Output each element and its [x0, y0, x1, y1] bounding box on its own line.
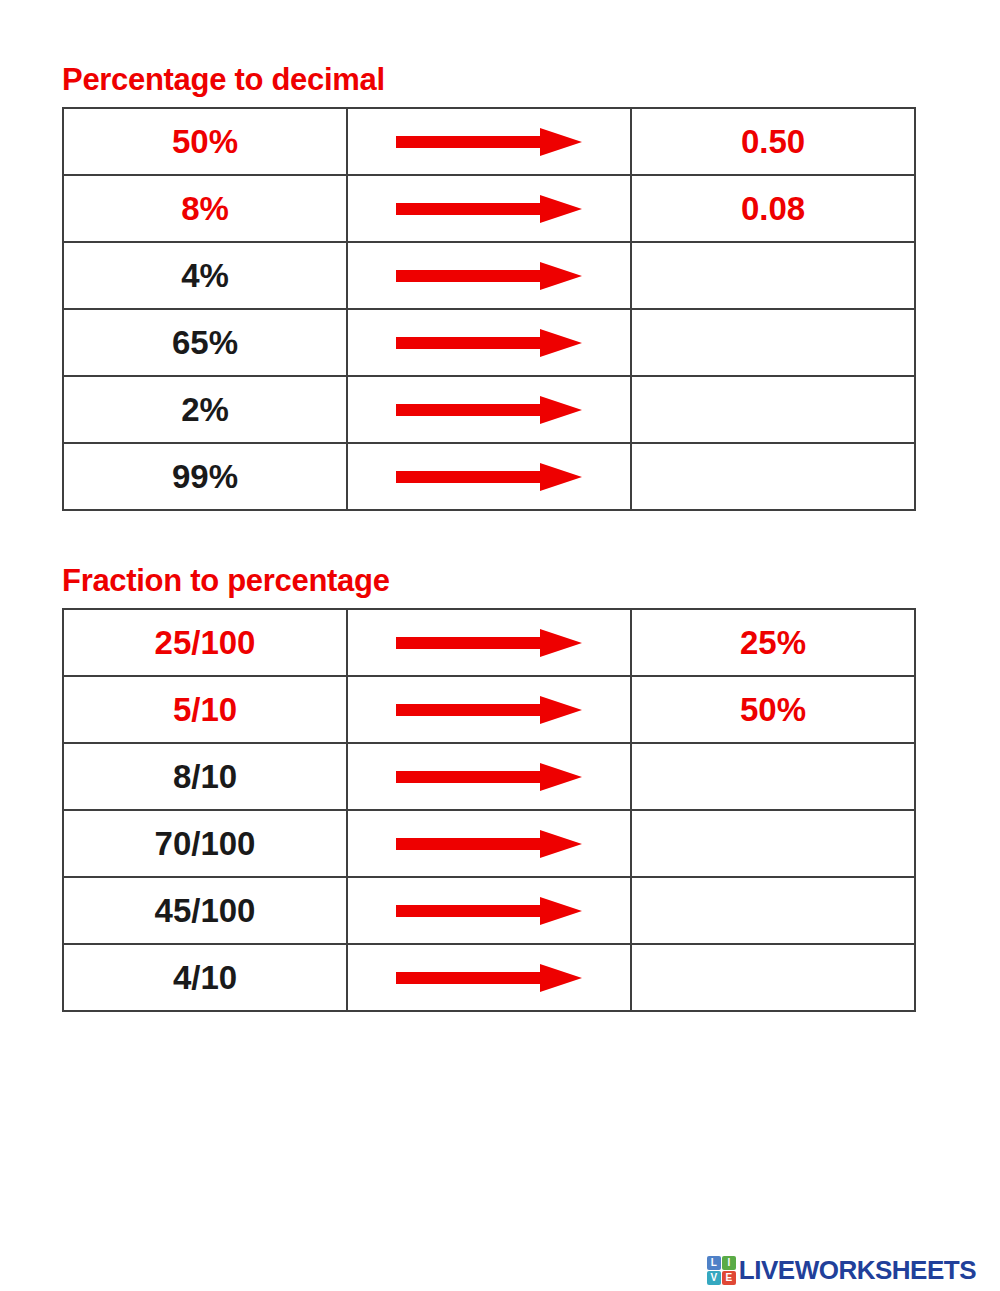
table-row: 4% — [63, 242, 915, 309]
right-arrow-icon — [394, 256, 584, 296]
answer-cell[interactable] — [631, 309, 915, 376]
logo-tile-i: I — [722, 1256, 736, 1270]
source-value-cell: 25/100 — [63, 609, 347, 676]
right-arrow-icon — [394, 690, 584, 730]
source-value-cell: 5/10 — [63, 676, 347, 743]
right-arrow-icon — [394, 891, 584, 931]
fraction-to-percentage-table: 25/100 25% 5/10 50% 8/10 70/100 — [62, 608, 916, 1012]
table-row: 4/10 — [63, 944, 915, 1011]
answer-cell: 50% — [631, 676, 915, 743]
table-row: 2% — [63, 376, 915, 443]
logo-tile-v: V — [707, 1271, 721, 1285]
table-row: 70/100 — [63, 810, 915, 877]
table-row: 99% — [63, 443, 915, 510]
liveworksheets-logo: L I V E LIVEWORKSHEETS — [707, 1255, 976, 1286]
arrow-cell — [347, 108, 631, 175]
right-arrow-icon — [394, 390, 584, 430]
table-row: 25/100 25% — [63, 609, 915, 676]
source-value-cell: 2% — [63, 376, 347, 443]
liveworksheets-logo-text: LIVEWORKSHEETS — [739, 1255, 976, 1286]
liveworksheets-logo-icon: L I V E — [707, 1256, 736, 1285]
right-arrow-icon — [394, 323, 584, 363]
right-arrow-icon — [394, 623, 584, 663]
answer-cell[interactable] — [631, 944, 915, 1011]
worksheet-content: Percentage to decimal 50% 0.50 8% 0.08 4… — [62, 0, 916, 1012]
arrow-cell — [347, 309, 631, 376]
right-arrow-icon — [394, 457, 584, 497]
section-title-fraction-to-percentage: Fraction to percentage — [62, 563, 916, 599]
table-row: 50% 0.50 — [63, 108, 915, 175]
source-value-cell: 8% — [63, 175, 347, 242]
arrow-cell — [347, 376, 631, 443]
source-value-cell: 70/100 — [63, 810, 347, 877]
answer-cell: 25% — [631, 609, 915, 676]
arrow-cell — [347, 877, 631, 944]
right-arrow-icon — [394, 757, 584, 797]
table-row: 8% 0.08 — [63, 175, 915, 242]
arrow-cell — [347, 175, 631, 242]
table-row: 5/10 50% — [63, 676, 915, 743]
right-arrow-icon — [394, 958, 584, 998]
source-value-cell: 45/100 — [63, 877, 347, 944]
right-arrow-icon — [394, 189, 584, 229]
table-row: 8/10 — [63, 743, 915, 810]
answer-cell[interactable] — [631, 376, 915, 443]
right-arrow-icon — [394, 824, 584, 864]
arrow-cell — [347, 242, 631, 309]
answer-cell[interactable] — [631, 443, 915, 510]
arrow-cell — [347, 609, 631, 676]
percentage-to-decimal-table: 50% 0.50 8% 0.08 4% 65% — [62, 107, 916, 511]
source-value-cell: 4/10 — [63, 944, 347, 1011]
worksheet-page: Percentage to decimal 50% 0.50 8% 0.08 4… — [0, 0, 1000, 1291]
section-title-percentage-to-decimal: Percentage to decimal — [62, 62, 916, 98]
answer-cell[interactable] — [631, 743, 915, 810]
source-value-cell: 65% — [63, 309, 347, 376]
answer-cell: 0.08 — [631, 175, 915, 242]
arrow-cell — [347, 810, 631, 877]
right-arrow-icon — [394, 122, 584, 162]
source-value-cell: 50% — [63, 108, 347, 175]
answer-cell[interactable] — [631, 810, 915, 877]
table-row: 65% — [63, 309, 915, 376]
arrow-cell — [347, 743, 631, 810]
arrow-cell — [347, 944, 631, 1011]
logo-tile-e: E — [722, 1271, 736, 1285]
source-value-cell: 99% — [63, 443, 347, 510]
answer-cell[interactable] — [631, 877, 915, 944]
table-row: 45/100 — [63, 877, 915, 944]
logo-tile-l: L — [707, 1256, 721, 1270]
arrow-cell — [347, 443, 631, 510]
arrow-cell — [347, 676, 631, 743]
answer-cell[interactable] — [631, 242, 915, 309]
source-value-cell: 8/10 — [63, 743, 347, 810]
source-value-cell: 4% — [63, 242, 347, 309]
answer-cell: 0.50 — [631, 108, 915, 175]
